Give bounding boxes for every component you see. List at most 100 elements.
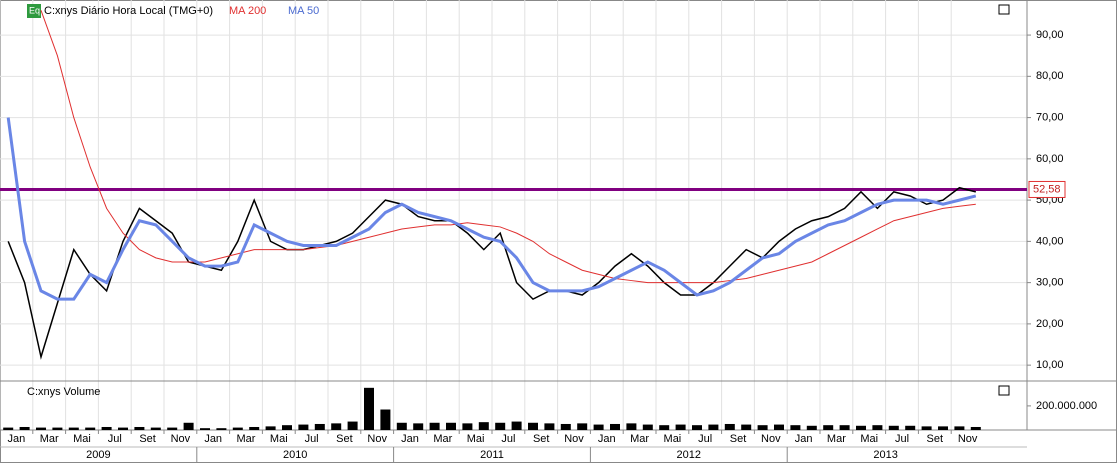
volume-bar xyxy=(774,424,784,430)
volume-bar xyxy=(921,426,932,430)
volume-bar xyxy=(36,427,46,430)
y-tick-label: 20,00 xyxy=(1036,318,1064,330)
volume-bar xyxy=(495,422,506,430)
year-label: 2010 xyxy=(283,449,307,461)
x-tick-label: Mai xyxy=(860,433,878,445)
x-tick-label: Jan xyxy=(401,433,419,445)
year-label: 2013 xyxy=(873,449,897,461)
badge: Eq xyxy=(29,5,40,15)
x-tick-label: Mar xyxy=(827,433,846,445)
volume-bar xyxy=(659,425,670,430)
volume-bar xyxy=(544,423,555,430)
y-tick-label: 80,00 xyxy=(1036,70,1064,82)
volume-bar xyxy=(757,425,768,430)
price-label: 52,58 xyxy=(1033,183,1061,195)
volume-bar xyxy=(954,426,965,430)
volume-bar xyxy=(3,427,14,430)
volume-bar xyxy=(282,425,292,430)
price-label-box xyxy=(1028,180,1066,198)
x-tick-label: Jul xyxy=(108,433,122,445)
volume-bar xyxy=(52,427,63,430)
volume-bar xyxy=(856,425,866,430)
chart-title: C:xnys Diário Hora Local (TMG+0) xyxy=(44,5,213,17)
volume-bar xyxy=(85,427,96,430)
volume-bar xyxy=(413,423,424,430)
volume-bar xyxy=(396,422,407,430)
series-line xyxy=(7,186,976,360)
x-tick-label: Mar xyxy=(630,433,649,445)
volume-title: C:xnys Volume xyxy=(27,386,100,398)
volume-bar xyxy=(331,423,342,430)
volume-bar xyxy=(626,423,637,430)
x-tick-label: Nov xyxy=(564,433,584,445)
y-tick-label: 70,00 xyxy=(1036,111,1064,123)
x-tick-label: Mai xyxy=(467,433,485,445)
volume-bar xyxy=(823,425,834,430)
x-tick-label: Nov xyxy=(367,433,387,445)
volume-bar xyxy=(19,426,30,430)
x-tick-label: Mar xyxy=(40,433,59,445)
volume-bar xyxy=(675,424,686,430)
x-tick-label: Set xyxy=(336,433,353,445)
legend-ma200[interactable]: MA 200 xyxy=(229,5,266,17)
year-label: 2009 xyxy=(86,449,110,461)
y-tick-label: 10,00 xyxy=(1036,359,1064,371)
volume-bar xyxy=(593,424,604,430)
x-tick-label: Mar xyxy=(433,433,452,445)
volume-bar xyxy=(265,426,276,430)
volume-bar xyxy=(101,426,112,430)
x-tick-label: Jan xyxy=(204,433,222,445)
volume-bar xyxy=(364,387,374,430)
x-tick-label: Nov xyxy=(761,433,781,445)
volume-bar xyxy=(314,423,325,430)
x-tick-label: Set xyxy=(730,433,747,445)
volume-bar xyxy=(462,423,473,430)
volume-bar xyxy=(610,423,620,430)
volume-bar xyxy=(806,425,817,430)
volume-bar xyxy=(446,422,456,430)
volume-bar xyxy=(938,426,948,430)
badge-box xyxy=(27,4,41,18)
maximize-button[interactable] xyxy=(998,4,1010,15)
volume-bar xyxy=(200,428,210,430)
volume-bar xyxy=(872,425,883,430)
volume-bar xyxy=(642,424,653,430)
volume-bar xyxy=(150,427,161,430)
x-tick-label: Jul xyxy=(305,433,319,445)
x-tick-label: Mar xyxy=(237,433,256,445)
volume-bar xyxy=(347,421,358,430)
volume-bar xyxy=(183,422,194,430)
volume-bar xyxy=(429,422,440,430)
volume-bar xyxy=(380,409,391,430)
x-tick-label: Jan xyxy=(598,433,616,445)
volume-bar xyxy=(724,423,735,430)
volume-bar xyxy=(118,427,128,430)
volume-bar xyxy=(560,423,571,430)
volume-bar xyxy=(839,425,850,430)
legend-ma50[interactable]: MA 50 xyxy=(288,5,319,17)
y-tick-label: 200.000.000 xyxy=(1036,400,1097,412)
volume-bar xyxy=(970,426,981,430)
volume-bar xyxy=(134,426,145,430)
x-tick-label: Set xyxy=(139,433,156,445)
volume-bar xyxy=(528,422,538,430)
volume-bar xyxy=(790,425,801,430)
y-tick-label: 30,00 xyxy=(1036,277,1064,289)
x-tick-label: Jul xyxy=(895,433,909,445)
year-label: 2012 xyxy=(677,449,701,461)
volume-bar xyxy=(478,422,489,430)
x-tick-label: Set xyxy=(533,433,550,445)
volume-bar xyxy=(249,426,260,430)
x-tick-label: Jan xyxy=(8,433,26,445)
volume-bar xyxy=(741,424,752,430)
volume-bar xyxy=(216,428,227,430)
volume-bar xyxy=(888,425,899,430)
volume-bar xyxy=(68,427,79,430)
year-label: 2011 xyxy=(480,449,504,461)
x-tick-label: Jan xyxy=(795,433,813,445)
maximize-button[interactable] xyxy=(998,385,1010,396)
volume-bar xyxy=(708,424,719,430)
x-tick-label: Nov xyxy=(171,433,191,445)
